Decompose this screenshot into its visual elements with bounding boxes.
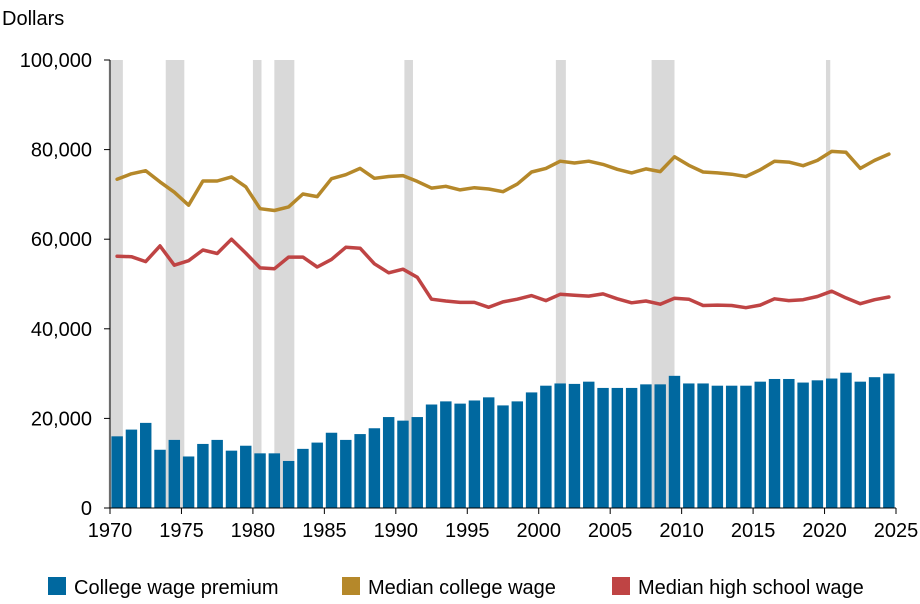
bar [540, 385, 552, 508]
bar [854, 381, 866, 508]
bar [654, 384, 666, 508]
bar [725, 385, 738, 508]
x-tick-label: 2005 [588, 520, 633, 542]
bar [125, 429, 138, 508]
bar [697, 383, 709, 508]
x-tick-label: 1980 [231, 520, 276, 542]
y-tick-label: 0 [81, 498, 92, 520]
x-tick-label: 1975 [159, 520, 204, 542]
bar [711, 385, 724, 508]
bar [868, 377, 881, 508]
bar [554, 383, 566, 508]
legend-swatch [612, 577, 630, 595]
series-line [115, 149, 891, 213]
x-tick-label: 1985 [302, 520, 347, 542]
bar [754, 381, 766, 508]
bar [454, 403, 466, 508]
legend-swatch [48, 577, 66, 595]
bar [640, 384, 652, 508]
bar [154, 449, 166, 508]
bar [883, 373, 895, 508]
x-tick-labels: 1970 1975 1980 1985 1990 1995 2000 2005 2010 2015… [88, 520, 919, 542]
bar [211, 439, 223, 508]
recession-band [165, 60, 185, 508]
bar [440, 401, 452, 508]
bar [797, 382, 809, 508]
bar [182, 456, 195, 508]
bar [625, 387, 638, 508]
bar [568, 383, 581, 508]
bar [311, 442, 323, 508]
x-tick-label: 2025 [874, 520, 919, 542]
bar [282, 460, 295, 508]
bar [382, 417, 395, 508]
legend-label: Median college wage [368, 577, 556, 599]
recession-band [108, 60, 123, 508]
premium-bars [111, 372, 895, 508]
bar [425, 404, 438, 508]
bar [668, 375, 681, 508]
axes [104, 59, 897, 514]
legend: College wage premium Median college wage M… [48, 577, 864, 599]
y-tick-label: 20,000 [31, 408, 92, 430]
bar [468, 400, 481, 508]
bar [268, 453, 281, 508]
bar [111, 436, 123, 508]
legend-label: College wage premium [74, 577, 279, 599]
bar [225, 450, 238, 508]
x-tick-label: 1970 [88, 520, 133, 542]
recession-band [274, 60, 295, 508]
series-line [115, 237, 891, 310]
bar [497, 405, 509, 508]
x-tick-label: 1990 [374, 520, 419, 542]
bar [511, 401, 524, 508]
wage-lines [115, 149, 891, 310]
y-tick-label: 40,000 [31, 319, 92, 341]
bar [297, 448, 309, 508]
bar [825, 378, 838, 508]
bar [168, 439, 181, 508]
x-tick-label: 1995 [445, 520, 490, 542]
bar [740, 385, 752, 508]
bar [768, 378, 781, 508]
x-tick-label: 2020 [802, 520, 847, 542]
y-tick-label: 100,000 [20, 50, 92, 72]
bar [197, 443, 209, 508]
bar [325, 432, 338, 508]
legend-swatch [342, 577, 360, 595]
recession-band [555, 60, 566, 508]
bar [140, 422, 152, 508]
legend-label: Median high school wage [638, 577, 864, 599]
bar [783, 378, 795, 508]
x-tick-label: 2015 [731, 520, 776, 542]
bar [354, 434, 366, 508]
bar [240, 445, 252, 508]
y-axis-label: Dollars [2, 8, 64, 30]
bar [254, 453, 266, 508]
bar [583, 381, 595, 508]
bar [597, 387, 609, 508]
x-tick-label: 2000 [516, 520, 561, 542]
bar [397, 420, 409, 508]
recession-band [404, 60, 413, 508]
recession-band [825, 60, 831, 508]
recession-band [252, 60, 262, 508]
bar [411, 417, 423, 508]
bar [683, 383, 695, 508]
bar [811, 380, 824, 508]
bar [340, 439, 352, 508]
bar [368, 428, 381, 508]
x-tick-label: 2010 [659, 520, 704, 542]
bar [525, 392, 538, 508]
y-tick-labels: 0 20,000 40,000 60,000 80,000 100,000 [20, 50, 92, 520]
bar [611, 387, 624, 508]
bar [482, 397, 495, 508]
y-tick-label: 80,000 [31, 140, 92, 162]
recession-shading [108, 60, 831, 508]
bar [840, 372, 852, 508]
y-tick-label: 60,000 [31, 229, 92, 251]
